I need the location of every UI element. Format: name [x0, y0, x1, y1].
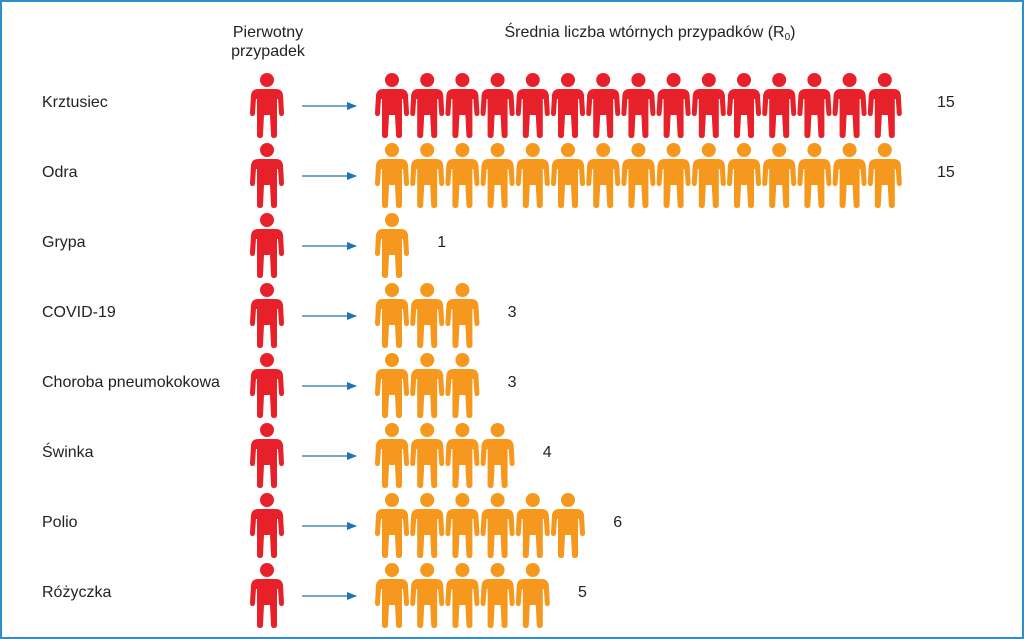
row-label: Krztusiec: [42, 94, 108, 111]
value-label: 3: [508, 374, 517, 391]
secondary-case-icon: [445, 143, 480, 208]
secondary-case-icon: [410, 423, 445, 488]
secondary-case-icon: [797, 143, 832, 208]
secondary-case-icon: [621, 73, 656, 138]
secondary-case-icon: [445, 353, 480, 418]
secondary-case-icon: [480, 563, 515, 628]
secondary-case-icon: [480, 423, 515, 488]
secondary-case-icon: [445, 73, 480, 138]
secondary-case-icon: [551, 143, 585, 208]
secondary-case-icon: [551, 73, 585, 138]
secondary-header-subscript: 0: [784, 32, 791, 43]
secondary-case-icon: [586, 73, 621, 138]
chart-row: Choroba pneumokokowa 3: [42, 353, 517, 418]
value-label: 3: [508, 304, 517, 321]
value-label: 1: [437, 234, 446, 251]
primary-case-icon: [250, 73, 284, 138]
secondary-case-icon: [410, 493, 445, 558]
secondary-case-icon: [515, 563, 550, 628]
secondary-case-icon: [762, 143, 797, 208]
secondary-case-icon: [727, 73, 761, 138]
secondary-case-icon: [480, 143, 515, 208]
primary-case-icon: [250, 563, 284, 628]
secondary-case-icon: [410, 353, 445, 418]
secondary-case-icon: [621, 143, 656, 208]
secondary-case-icon: [410, 563, 445, 628]
secondary-case-icon: [832, 143, 867, 208]
secondary-header-close: ): [790, 24, 796, 41]
secondary-case-icon: [656, 73, 691, 138]
secondary-case-icon: [762, 73, 797, 138]
secondary-case-icon: [832, 73, 867, 138]
chart-row: Krztusiec 15: [42, 73, 955, 138]
secondary-case-icon: [410, 73, 445, 138]
secondary-case-icon: [656, 143, 691, 208]
secondary-case-icon: [551, 493, 585, 558]
row-label: Odra: [42, 164, 78, 181]
secondary-case-icon: [445, 493, 480, 558]
row-label: Choroba pneumokokowa: [42, 374, 220, 391]
chart-row: Różyczka 5: [42, 563, 587, 628]
row-label: COVID-19: [42, 304, 116, 321]
secondary-case-icon: [797, 73, 832, 138]
secondary-case-icon: [586, 143, 621, 208]
secondary-case-icon: [375, 73, 409, 138]
row-label: Grypa: [42, 234, 86, 251]
secondary-case-icon: [445, 423, 480, 488]
secondary-case-icon: [410, 283, 445, 348]
primary-case-header: Pierwotny przypadek: [231, 24, 305, 60]
value-label: 6: [613, 514, 622, 531]
secondary-case-icon: [375, 423, 409, 488]
primary-case-icon: [250, 423, 284, 488]
primary-case-icon: [250, 353, 284, 418]
row-label: Różyczka: [42, 584, 111, 601]
secondary-case-icon: [515, 73, 550, 138]
secondary-case-icon: [727, 143, 761, 208]
row-label: Świnka: [42, 442, 94, 461]
primary-case-icon: [250, 213, 284, 278]
secondary-case-icon: [375, 143, 409, 208]
chart-row: Grypa 1: [42, 213, 446, 278]
row-label: Polio: [42, 514, 78, 531]
value-label: 15: [937, 94, 955, 111]
secondary-case-icon: [445, 563, 480, 628]
chart-row: Świnka 4: [42, 423, 552, 488]
value-label: 5: [578, 584, 587, 601]
secondary-case-icon: [480, 493, 515, 558]
secondary-cases-header: Średnia liczba wtórnych przypadków (R0): [470, 23, 830, 47]
secondary-case-icon: [375, 563, 409, 628]
secondary-case-icon: [515, 493, 550, 558]
primary-case-icon: [250, 283, 284, 348]
secondary-case-icon: [691, 73, 726, 138]
secondary-header-text: Średnia liczba wtórnych przypadków (R: [504, 24, 785, 41]
secondary-case-icon: [867, 73, 902, 138]
secondary-case-icon: [375, 493, 409, 558]
secondary-case-icon: [867, 143, 902, 208]
chart-row: Odra 15: [42, 143, 955, 208]
value-label: 4: [543, 444, 552, 461]
secondary-case-icon: [375, 213, 409, 278]
secondary-case-icon: [375, 283, 409, 348]
chart-row: COVID-19 3: [42, 283, 517, 348]
secondary-case-icon: [515, 143, 550, 208]
primary-case-icon: [250, 493, 284, 558]
primary-case-icon: [250, 143, 284, 208]
secondary-case-icon: [410, 143, 445, 208]
secondary-case-icon: [480, 73, 515, 138]
secondary-case-icon: [445, 283, 480, 348]
value-label: 15: [937, 164, 955, 181]
secondary-case-icon: [375, 353, 409, 418]
secondary-case-icon: [691, 143, 726, 208]
chart-row: Polio 6: [42, 493, 622, 558]
